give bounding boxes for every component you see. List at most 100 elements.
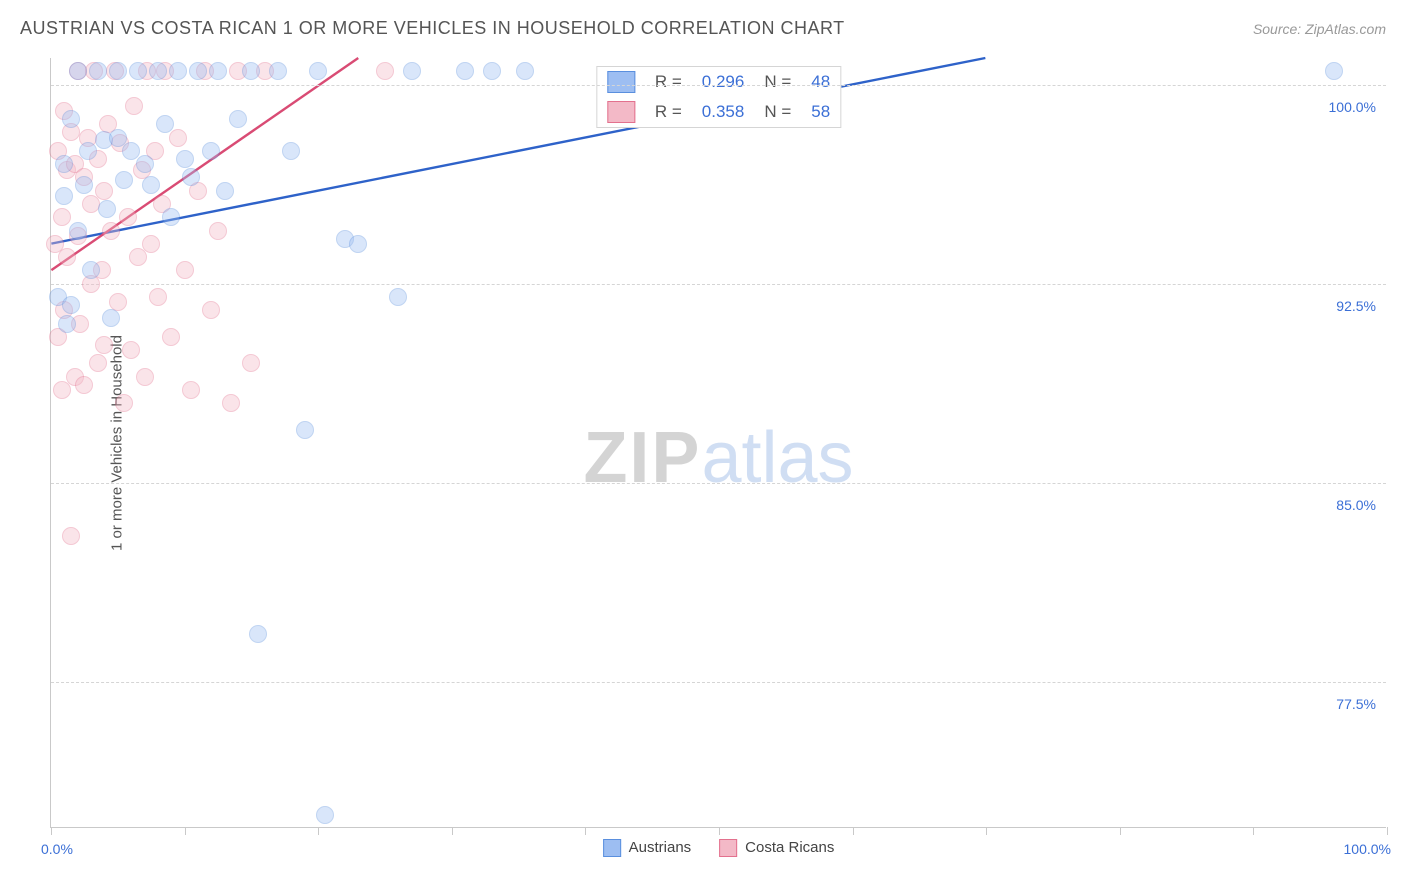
x-tick [853, 827, 854, 835]
gridline-h [51, 682, 1386, 683]
scatter-point [149, 288, 167, 306]
legend-label: Costa Ricans [745, 839, 834, 856]
y-tick-label: 77.5% [1336, 696, 1376, 712]
scatter-point [162, 208, 180, 226]
scatter-point [82, 261, 100, 279]
x-tick [1253, 827, 1254, 835]
stats-legend-box: R =0.296N =48R =0.358N =58 [596, 66, 841, 128]
gridline-h [51, 284, 1386, 285]
legend-swatch [607, 101, 635, 123]
scatter-point [516, 62, 534, 80]
scatter-point [1325, 62, 1343, 80]
scatter-point [156, 115, 174, 133]
y-tick-label: 92.5% [1336, 298, 1376, 314]
scatter-point [316, 806, 334, 824]
stats-legend-row: R =0.358N =58 [597, 97, 840, 127]
scatter-point [222, 394, 240, 412]
scatter-point [62, 296, 80, 314]
scatter-point [169, 129, 187, 147]
trend-line [51, 58, 985, 244]
n-value: 48 [801, 67, 840, 97]
legend-swatch [607, 71, 635, 93]
scatter-point [216, 182, 234, 200]
scatter-point [119, 208, 137, 226]
r-label: R = [645, 97, 692, 127]
chart-container: AUSTRIAN VS COSTA RICAN 1 OR MORE VEHICL… [0, 0, 1406, 892]
legend-item: Austrians [603, 839, 692, 857]
scatter-point [483, 62, 501, 80]
x-tick [1387, 827, 1388, 835]
scatter-point [296, 421, 314, 439]
scatter-point [79, 142, 97, 160]
watermark-atlas: atlas [701, 418, 853, 498]
legend-item: Costa Ricans [719, 839, 834, 857]
scatter-point [249, 625, 267, 643]
scatter-point [75, 376, 93, 394]
trendlines-svg [51, 58, 1386, 827]
scatter-point [69, 62, 87, 80]
scatter-point [403, 62, 421, 80]
watermark: ZIPatlas [583, 417, 853, 499]
chart-title: AUSTRIAN VS COSTA RICAN 1 OR MORE VEHICL… [20, 18, 845, 39]
legend-label: Austrians [629, 839, 692, 856]
n-label: N = [754, 67, 801, 97]
scatter-point [376, 62, 394, 80]
scatter-point [242, 354, 260, 372]
scatter-point [122, 341, 140, 359]
scatter-point [75, 176, 93, 194]
scatter-point [176, 150, 194, 168]
scatter-point [89, 62, 107, 80]
scatter-point [456, 62, 474, 80]
legend-swatch [719, 839, 737, 857]
x-tick [585, 827, 586, 835]
scatter-point [202, 142, 220, 160]
y-tick-label: 100.0% [1329, 99, 1376, 115]
gridline-h [51, 483, 1386, 484]
gridline-h [51, 85, 1386, 86]
scatter-point [53, 208, 71, 226]
scatter-point [115, 394, 133, 412]
x-axis-max-label: 100.0% [1344, 841, 1391, 857]
x-tick [719, 827, 720, 835]
scatter-point [182, 168, 200, 186]
r-value: 0.358 [692, 97, 755, 127]
source-label: Source: ZipAtlas.com [1253, 21, 1386, 37]
n-label: N = [754, 97, 801, 127]
y-tick-label: 85.0% [1336, 497, 1376, 513]
plot-area: 1 or more Vehicles in Household ZIPatlas… [50, 58, 1386, 828]
scatter-point [95, 336, 113, 354]
scatter-point [282, 142, 300, 160]
x-axis-min-label: 0.0% [41, 841, 73, 857]
scatter-point [55, 155, 73, 173]
scatter-point [136, 155, 154, 173]
scatter-point [102, 222, 120, 240]
x-tick [318, 827, 319, 835]
scatter-point [125, 97, 143, 115]
x-tick [452, 827, 453, 835]
scatter-point [102, 309, 120, 327]
x-tick [986, 827, 987, 835]
scatter-point [98, 200, 116, 218]
scatter-point [89, 354, 107, 372]
scatter-point [62, 527, 80, 545]
scatter-point [189, 62, 207, 80]
scatter-point [202, 301, 220, 319]
scatter-point [136, 368, 154, 386]
scatter-point [142, 176, 160, 194]
scatter-point [58, 315, 76, 333]
scatter-point [53, 381, 71, 399]
legend-bottom: Austrians Costa Ricans [603, 839, 835, 857]
r-value: 0.296 [692, 67, 755, 97]
scatter-point [209, 62, 227, 80]
scatter-point [182, 381, 200, 399]
scatter-point [55, 187, 73, 205]
scatter-point [242, 62, 260, 80]
r-label: R = [645, 67, 692, 97]
scatter-point [142, 235, 160, 253]
scatter-point [109, 62, 127, 80]
y-axis-label: 1 or more Vehicles in Household [108, 335, 125, 551]
scatter-point [129, 248, 147, 266]
scatter-point [309, 62, 327, 80]
scatter-point [349, 235, 367, 253]
watermark-zip: ZIP [583, 418, 701, 498]
